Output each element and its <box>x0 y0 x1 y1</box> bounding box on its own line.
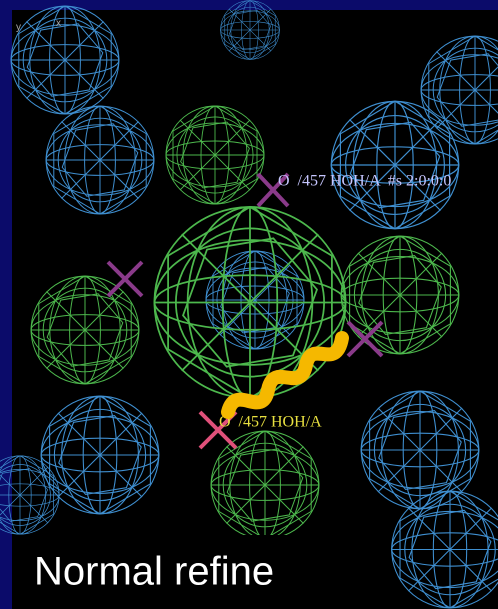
page: y x O /457 HOH/A #s 2:0:0:0 O /457 HOH/A… <box>0 0 498 609</box>
atom-label: O /457 HOH/A #s 2:0:0:0 <box>278 173 451 190</box>
atom-label: O /457 HOH/A <box>219 414 322 431</box>
viewer: y x O /457 HOH/A #s 2:0:0:0 O /457 HOH/A… <box>0 0 498 609</box>
axis-y: y <box>16 22 21 33</box>
axis-x: x <box>56 18 61 29</box>
caption: Normal refine <box>34 550 274 594</box>
